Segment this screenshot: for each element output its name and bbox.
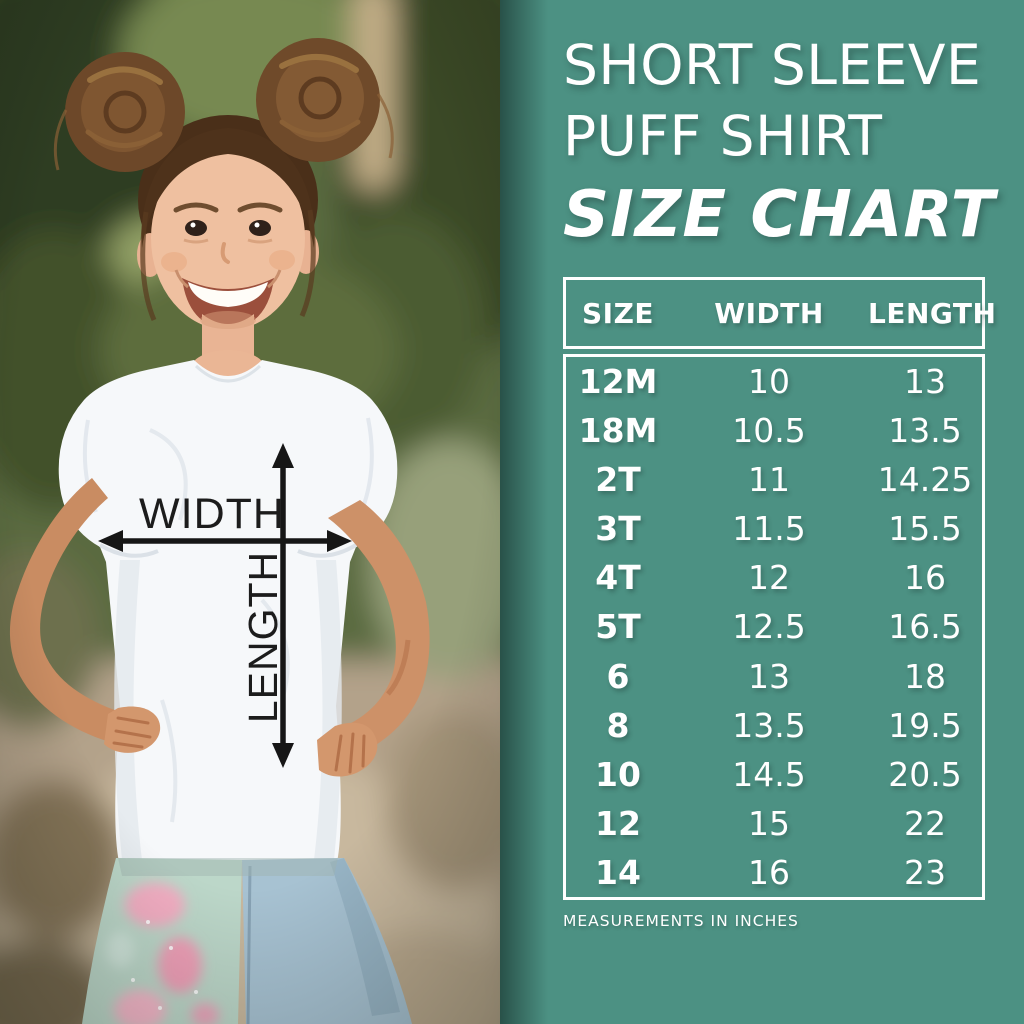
width-cell: 14.5	[732, 754, 806, 794]
length-cell: 18	[904, 656, 946, 696]
length-cell: 14.25	[877, 460, 973, 500]
table-row: 8 13.5 19.5	[566, 701, 982, 750]
width-cell: 10	[748, 362, 790, 402]
length-cell: 16.5	[888, 607, 962, 647]
size-cell: 4T	[595, 558, 641, 598]
length-label: LENGTH	[240, 551, 286, 723]
width-cell: 13	[748, 656, 790, 696]
width-cell: 10.5	[732, 411, 806, 451]
size-cell: 8	[606, 705, 630, 745]
size-cell: 10	[595, 754, 641, 794]
title-line-1: SHORT SLEEVE	[563, 33, 982, 97]
photo-illustration: WIDTH LENGTH	[0, 0, 500, 1024]
column-header-width: WIDTH	[714, 296, 824, 330]
size-table-body: 12M 10 13 18M 10.5 13.5 2T 11 14.25 3T 11.5 15.5 4T 1…	[563, 354, 985, 900]
size-cell: 3T	[595, 509, 641, 549]
size-cell: 5T	[595, 607, 641, 647]
size-cell: 18M	[578, 411, 658, 451]
width-cell: 15	[748, 803, 790, 843]
width-cell: 16	[748, 852, 790, 892]
size-cell: 14	[595, 852, 641, 892]
column-header-length: LENGTH	[868, 296, 997, 330]
width-arrow-icon	[98, 530, 352, 552]
length-cell: 16	[904, 558, 946, 598]
width-label: WIDTH	[139, 490, 285, 538]
width-cell: 12	[748, 558, 790, 598]
length-cell: 19.5	[888, 705, 962, 745]
table-row: 3T 11.5 15.5	[566, 504, 982, 553]
panel-left-shadow	[500, 0, 548, 1024]
length-cell: 13.5	[888, 411, 962, 451]
size-cell: 6	[606, 656, 630, 696]
width-cell: 13.5	[732, 705, 806, 745]
table-row: 12M 10 13	[566, 357, 982, 406]
table-row: 2T 11 14.25	[566, 455, 982, 504]
width-cell: 11.5	[732, 509, 806, 549]
length-cell: 22	[904, 803, 946, 843]
table-row: 10 14.5 20.5	[566, 750, 982, 799]
size-cell: 12M	[578, 362, 658, 402]
width-cell: 12.5	[732, 607, 806, 647]
measurements-footnote: MEASUREMENTS IN INCHES	[563, 912, 799, 930]
panel-title: SHORT SLEEVE PUFF SHIRT SIZE CHART	[563, 30, 996, 255]
length-cell: 23	[904, 852, 946, 892]
table-row: 14 16 23	[566, 848, 982, 897]
length-cell: 20.5	[888, 754, 962, 794]
photo-vignette	[0, 0, 500, 1024]
width-cell: 11	[748, 460, 790, 500]
table-row: 18M 10.5 13.5	[566, 406, 982, 455]
table-row: 6 13 18	[566, 652, 982, 701]
product-photo: WIDTH LENGTH	[0, 0, 500, 1024]
table-row: 12 15 22	[566, 799, 982, 848]
title-line-3: SIZE CHART	[563, 178, 996, 252]
length-arrow-icon	[272, 443, 294, 768]
size-chart-panel: SHORT SLEEVE PUFF SHIRT SIZE CHART SIZE …	[500, 0, 1024, 1024]
size-cell: 12	[595, 803, 641, 843]
size-table-header: SIZE WIDTH LENGTH	[563, 277, 996, 349]
title-line-2: PUFF SHIRT	[563, 104, 883, 168]
length-cell: 15.5	[888, 509, 962, 549]
size-cell: 2T	[595, 460, 641, 500]
column-header-size: SIZE	[581, 296, 654, 330]
table-row: 5T 12.5 16.5	[566, 602, 982, 651]
length-cell: 13	[904, 362, 946, 402]
table-row: 4T 12 16	[566, 553, 982, 602]
